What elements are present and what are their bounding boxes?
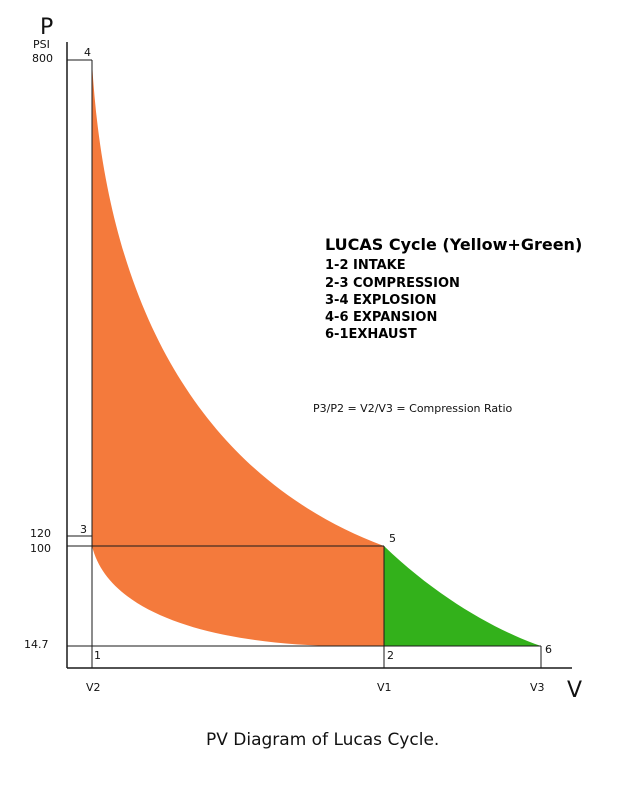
legend-item-compression: 2-3 COMPRESSION <box>325 276 460 291</box>
orange-region <box>92 62 384 646</box>
legend-item-expansion: 4-6 EXPANSION <box>325 310 437 325</box>
green-region <box>384 546 541 646</box>
point-2: 2 <box>387 649 394 662</box>
y-axis-letter: P <box>40 15 53 40</box>
point-5: 5 <box>389 532 396 545</box>
y-tick-14-7: 14.7 <box>24 638 49 651</box>
legend-title: LUCAS Cycle (Yellow+Green) <box>325 235 582 254</box>
legend-item-explosion: 3-4 EXPLOSION <box>325 293 436 308</box>
point-1: 1 <box>94 649 101 662</box>
figure-caption: PV Diagram of Lucas Cycle. <box>206 730 439 750</box>
y-tick-100: 100 <box>30 542 51 555</box>
y-tick-120: 120 <box>30 527 51 540</box>
x-axis-letter: V <box>567 678 582 703</box>
point-4: 4 <box>84 46 91 59</box>
legend-item-intake: 1-2 INTAKE <box>325 258 406 273</box>
x-tick-v3: V3 <box>530 681 545 694</box>
x-tick-v2: V2 <box>86 681 101 694</box>
compression-ratio-formula: P3/P2 = V2/V3 = Compression Ratio <box>313 402 513 415</box>
y-axis-unit: PSI <box>33 38 50 51</box>
x-tick-v1: V1 <box>377 681 392 694</box>
legend-item-exhaust: 6-1EXHAUST <box>325 327 417 342</box>
point-3: 3 <box>80 523 87 536</box>
y-tick-800: 800 <box>32 52 53 65</box>
point-6: 6 <box>545 643 552 656</box>
